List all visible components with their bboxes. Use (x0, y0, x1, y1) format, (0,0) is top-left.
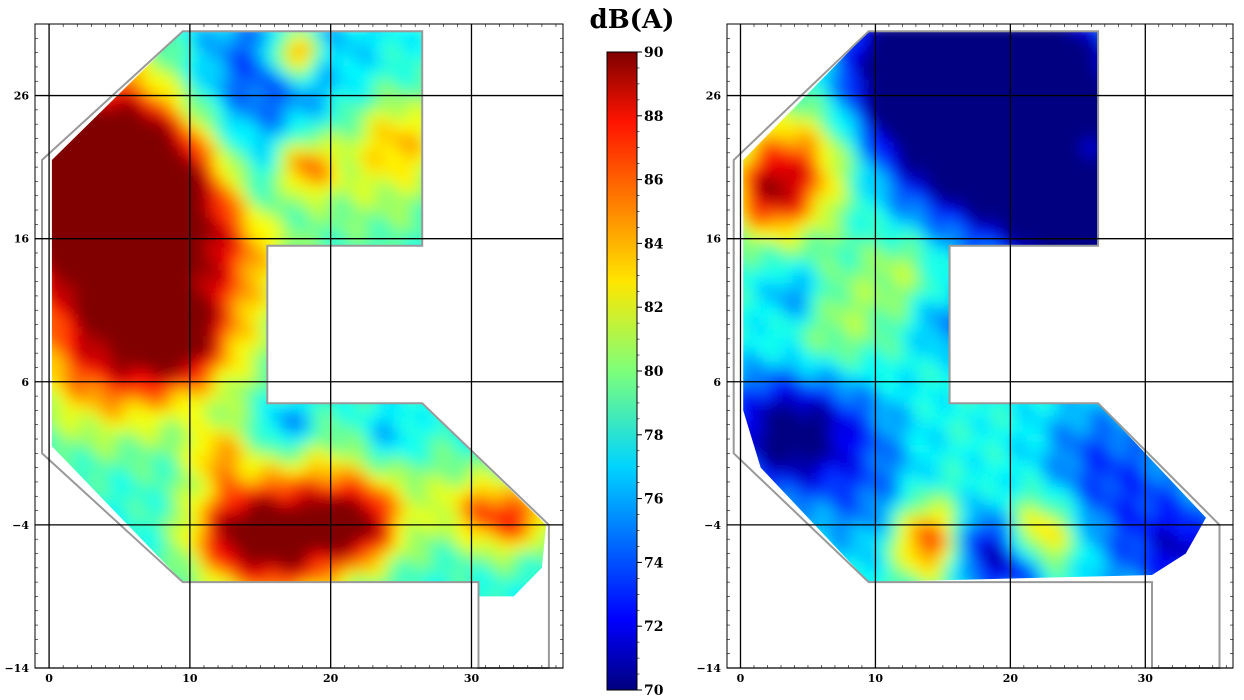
y-tick-label: −4 (12, 519, 29, 532)
grid-lines (35, 24, 563, 669)
colorbar-label: dB(A) (590, 5, 675, 35)
x-tick-label: 10 (182, 672, 198, 685)
colorbar: dB(A) 90 88 86 84 82 80 78 76 74 72 70 (590, 5, 675, 699)
x-tick-label: 0 (45, 672, 53, 685)
colorbar-tick-label: 70 (644, 683, 664, 699)
x-tick-label: 20 (323, 672, 339, 685)
right-heatmap-panel: 0 10 20 30 −14 −4 6 16 26 (696, 23, 1234, 685)
colorbar-tick-label: 84 (644, 236, 664, 252)
colorbar-tick-label: 76 (644, 492, 663, 508)
colorbar-tick-label: 88 (644, 109, 663, 125)
colorbar-tick-label: 90 (644, 45, 664, 61)
y-tick-label: −14 (4, 662, 29, 675)
colorbar-gradient (606, 51, 638, 691)
y-tick-label: 6 (713, 376, 721, 389)
grid-lines (727, 24, 1233, 669)
y-tick-label: 16 (14, 233, 30, 246)
x-tick-label: 10 (868, 672, 884, 685)
x-tick-label: 30 (1138, 672, 1154, 685)
colorbar-tick-label: 82 (644, 300, 663, 316)
x-tick-label: 0 (737, 672, 745, 685)
y-tick-label: 16 (706, 233, 722, 246)
x-tick-label: 30 (464, 672, 480, 685)
colorbar-tick-label: 86 (644, 173, 663, 189)
colorbar-tick-label: 78 (644, 428, 663, 444)
colorbar-ticks: 90 88 86 84 82 80 78 76 74 72 70 (637, 45, 664, 699)
colorbar-tick-label: 72 (644, 619, 663, 635)
colorbar-tick-label: 74 (644, 555, 664, 571)
y-tick-label: 26 (14, 90, 30, 103)
building-outline (41, 30, 550, 669)
y-tick-label: −14 (696, 662, 721, 675)
y-tick-label: 6 (21, 376, 29, 389)
x-tick-label: 20 (1003, 672, 1019, 685)
colorbar-tick-label: 80 (644, 364, 664, 380)
y-tick-label: 26 (706, 90, 722, 103)
building-outline (732, 30, 1221, 669)
y-tick-label: −4 (704, 519, 721, 532)
left-heatmap-panel: 0 10 20 30 −14 −4 6 16 26 (4, 23, 564, 685)
